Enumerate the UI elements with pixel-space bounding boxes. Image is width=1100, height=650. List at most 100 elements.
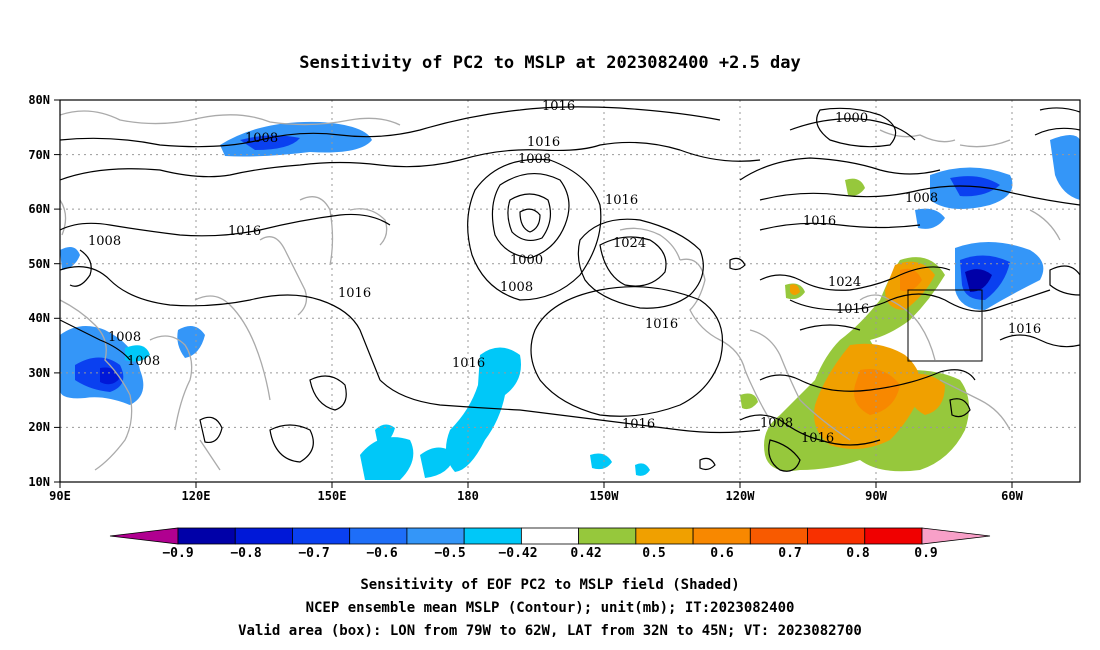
colorbar-swatch xyxy=(177,527,236,545)
contour-label: 1008 xyxy=(245,131,278,146)
contour-labels: 1016 1016 1008 1008 1016 1000 1008 1016 … xyxy=(88,99,1041,446)
shade-green-na-2 xyxy=(845,178,865,196)
map-title: Sensitivity of PC2 to MSLP at 2023082400… xyxy=(299,53,801,73)
contour-label: 1024 xyxy=(828,275,861,290)
lon-label: 60W xyxy=(1001,489,1023,503)
contour-label: 1008 xyxy=(518,152,551,167)
contour-label: 1016 xyxy=(801,431,834,446)
lat-label: 40N xyxy=(28,311,50,325)
map-frame xyxy=(59,99,1081,483)
contour-label: 1016 xyxy=(527,135,560,150)
caption: Sensitivity of EOF PC2 to MSLP field (Sh… xyxy=(238,577,862,639)
contour-label: 1008 xyxy=(127,354,160,369)
lat-label: 10N xyxy=(28,475,50,489)
lon-labels: 90E 120E 150E 180 150W 120W 90W 60W xyxy=(49,489,1023,503)
shade-green-na-4 xyxy=(740,393,758,410)
shade-blue-west-4 xyxy=(60,246,80,270)
shade-blue-west-6 xyxy=(125,345,150,362)
colorbar-label: −0.9 xyxy=(162,546,193,561)
lat-labels: 80N 70N 60N 50N 40N 30N 20N 10N xyxy=(28,93,50,489)
contour-label: 1016 xyxy=(228,224,261,239)
colorbar-label: 0.42 xyxy=(570,546,601,561)
contour-label: 1024 xyxy=(613,236,646,251)
colorbar-label: 0.9 xyxy=(914,546,937,561)
lon-label: 120W xyxy=(726,489,756,503)
valid-area-box xyxy=(907,289,983,362)
lon-label: 120E xyxy=(182,489,211,503)
lat-label: 70N xyxy=(28,148,50,162)
contour-label: 1016 xyxy=(1008,322,1041,337)
colorbar-swatch xyxy=(749,527,808,545)
colorbar-swatch xyxy=(807,527,866,545)
shade-orange-na-6 xyxy=(790,284,800,295)
map-panel: 1016 1016 1008 1008 1016 1000 1008 1016 … xyxy=(28,93,1081,503)
colorbar-swatch xyxy=(635,527,694,545)
shade-blue-east-edge xyxy=(1050,135,1080,200)
contour-label: 1008 xyxy=(500,280,533,295)
contour-label: 1008 xyxy=(760,416,793,431)
shade-cyan-pacific-6 xyxy=(635,463,650,476)
caption-line-3: Valid area (box): LON from 79W to 62W, L… xyxy=(238,623,862,639)
contour-label: 1008 xyxy=(905,191,938,206)
colorbar-label: −0.7 xyxy=(298,546,329,561)
colorbar-label: −0.6 xyxy=(366,546,397,561)
contour-label: 1016 xyxy=(605,193,638,208)
contour-label: 1016 xyxy=(803,214,836,229)
colorbar-label: 0.7 xyxy=(778,546,801,561)
colorbar-label: −0.5 xyxy=(434,546,465,561)
contour-label: 1000 xyxy=(835,111,868,126)
caption-line-2: NCEP ensemble mean MSLP (Contour); unit(… xyxy=(306,600,795,616)
contour-label: 1000 xyxy=(510,253,543,268)
contour-label: 1008 xyxy=(88,234,121,249)
shade-cyan-pacific-2 xyxy=(360,437,414,480)
lat-label: 60N xyxy=(28,202,50,216)
shade-orange-na-4 xyxy=(854,369,900,415)
lat-label: 50N xyxy=(28,257,50,271)
colorbar-swatch xyxy=(463,527,522,545)
shade-orange-na-5 xyxy=(900,268,922,292)
colorbar-swatch xyxy=(349,527,408,545)
colorbar-swatch xyxy=(692,527,751,545)
colorbar-swatch xyxy=(406,527,465,545)
colorbar-swatch xyxy=(234,527,293,545)
lon-label: 90W xyxy=(865,489,887,503)
shade-blue-north-2 xyxy=(240,135,300,150)
colorbar-label: −0.8 xyxy=(230,546,261,561)
colorbar-swatch xyxy=(864,527,923,545)
colorbar-swatch xyxy=(520,527,580,545)
contour-label: 1016 xyxy=(542,99,575,114)
colorbar-label: 0.8 xyxy=(846,546,870,561)
shade-cyan-pacific-3 xyxy=(375,424,395,445)
shade-orange-na-3 xyxy=(905,373,945,415)
lon-label: 150E xyxy=(318,489,347,503)
shade-cyan-pacific-5 xyxy=(590,453,612,470)
colorbar-arrow-high xyxy=(921,527,991,545)
lat-label: 30N xyxy=(28,366,50,380)
contour-label: 1016 xyxy=(452,356,485,371)
shaded-sensitivity xyxy=(60,121,1080,480)
lon-label: 150W xyxy=(590,489,620,503)
lat-label: 20N xyxy=(28,420,50,434)
shade-blue-west-5 xyxy=(177,326,205,358)
contour-label: 1008 xyxy=(108,330,141,345)
shade-cyan-pacific-4 xyxy=(420,447,455,478)
mslp-contours xyxy=(60,106,1080,472)
shade-blue-atlantic-3 xyxy=(965,269,992,292)
caption-line-1: Sensitivity of EOF PC2 to MSLP field (Sh… xyxy=(360,577,739,593)
colorbar-label: 0.5 xyxy=(642,546,665,561)
shade-blue-greenland-3 xyxy=(915,208,945,229)
contour-label: 1016 xyxy=(338,286,371,301)
shade-cyan-pacific-1 xyxy=(446,347,521,472)
coastlines xyxy=(60,110,1061,471)
colorbar-swatch xyxy=(292,527,351,545)
tick-marks xyxy=(54,99,1013,488)
colorbar-label: 0.6 xyxy=(710,546,734,561)
colorbar: −0.9 −0.8 −0.7 −0.6 −0.5 −0.42 0.42 0.5 … xyxy=(109,527,991,561)
colorbar-label: −0.42 xyxy=(498,546,537,561)
contour-label: 1016 xyxy=(622,417,655,432)
contour-label: 1016 xyxy=(645,317,678,332)
lat-lon-grid xyxy=(60,100,1080,482)
lon-label: 180 xyxy=(457,489,479,503)
lat-label: 80N xyxy=(28,93,50,107)
